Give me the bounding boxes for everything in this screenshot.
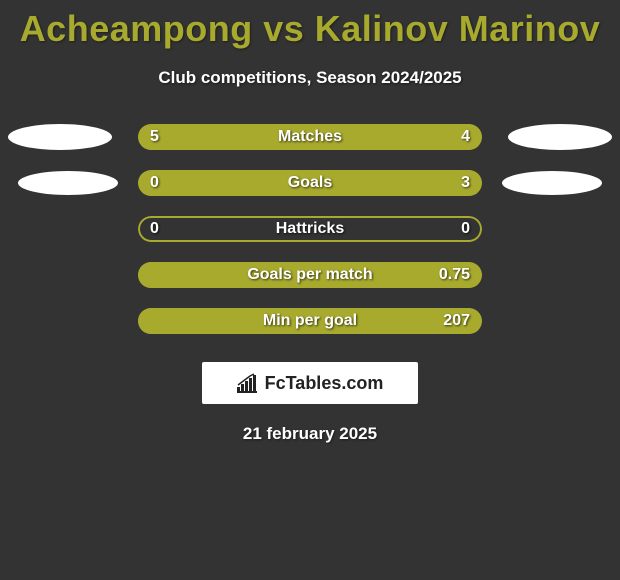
page-title: Acheampong vs Kalinov Marinov	[0, 0, 620, 50]
stat-row: Goals0 3	[0, 170, 620, 196]
stat-value-right: 0.75	[439, 262, 470, 288]
player-shape-left	[18, 171, 118, 195]
stat-value-right: 0	[461, 216, 470, 242]
player-shape-right	[502, 171, 602, 195]
infographic-container: Acheampong vs Kalinov Marinov Club compe…	[0, 0, 620, 444]
stat-bar: Goals per match0.75	[138, 262, 482, 288]
stat-row: Goals per match0.75	[0, 262, 620, 288]
stat-bar: Min per goal207	[138, 308, 482, 334]
stat-label: Min per goal	[138, 308, 482, 334]
stat-value-right: 4	[461, 124, 470, 150]
stats-rows: Matches54Goals03Hattricks00Goals per mat…	[0, 124, 620, 334]
stat-value-right: 3	[461, 170, 470, 196]
brand-chart-icon	[237, 373, 259, 393]
player-shape-right	[508, 124, 612, 150]
stat-row: Matches5 4	[0, 124, 620, 150]
player-shape-left	[8, 124, 112, 150]
stat-label: Matches	[138, 124, 482, 150]
stat-bar: Hattricks0 0	[138, 216, 482, 242]
stat-bar: Goals0 3	[138, 170, 482, 196]
stat-row: Hattricks0 0	[0, 216, 620, 242]
stat-value-left: 5	[150, 124, 159, 150]
stat-label: Hattricks	[138, 216, 482, 242]
stat-value-right: 207	[443, 308, 470, 334]
stat-value-left: 0	[150, 216, 159, 242]
subtitle: Club competitions, Season 2024/2025	[0, 68, 620, 88]
stat-value-left: 0	[150, 170, 159, 196]
stat-bar: Matches5 4	[138, 124, 482, 150]
stat-row: Min per goal207	[0, 308, 620, 334]
stat-label: Goals	[138, 170, 482, 196]
date-text: 21 february 2025	[0, 424, 620, 444]
brand-badge: FcTables.com	[202, 362, 418, 404]
stat-label: Goals per match	[138, 262, 482, 288]
brand-text: FcTables.com	[265, 373, 384, 394]
